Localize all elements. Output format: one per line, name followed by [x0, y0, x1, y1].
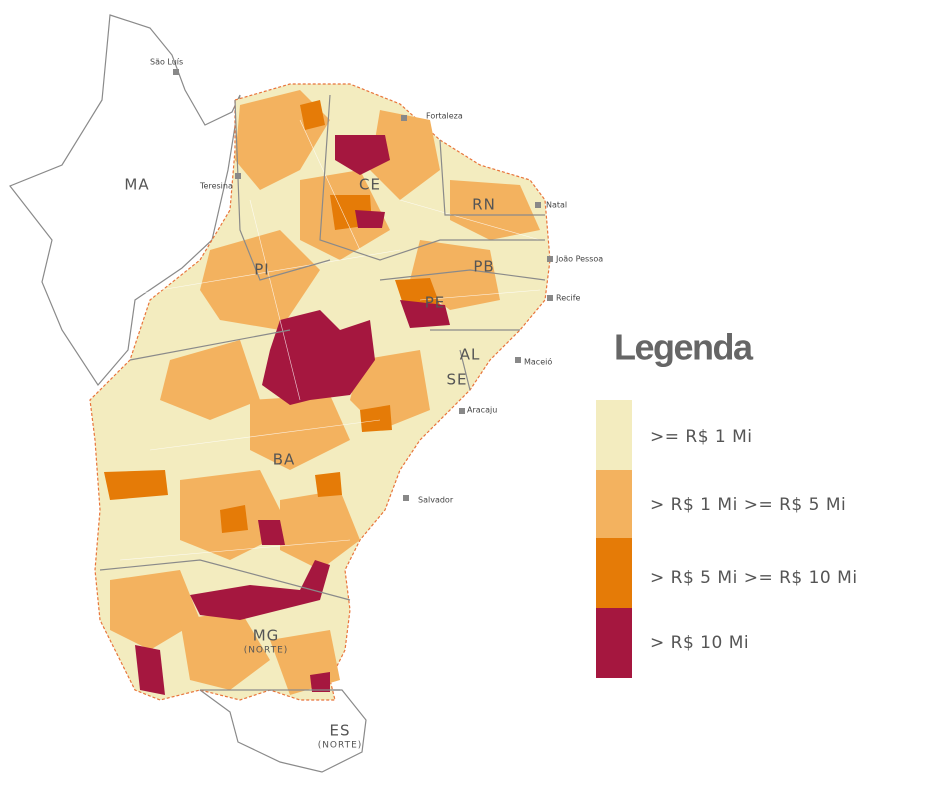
- legend-label: > R$ 5 Mi >= R$ 10 Mi: [650, 568, 858, 588]
- legend-swatch: [596, 470, 632, 538]
- state-borders: [99, 94, 546, 691]
- state-label: ES: [330, 722, 351, 740]
- state-label: MG: [253, 627, 280, 645]
- city-marker: [401, 115, 407, 121]
- state-label: MA: [124, 176, 149, 194]
- city-label: Maceió: [524, 357, 552, 367]
- state-label: PE: [425, 294, 446, 312]
- legend-label: > R$ 10 Mi: [650, 633, 749, 653]
- state-label: AL: [460, 346, 481, 364]
- city-label: João Pessoa: [555, 255, 603, 264]
- state-label: BA: [273, 451, 296, 469]
- region-south: [198, 689, 367, 773]
- legend-swatch: [596, 608, 632, 678]
- state-label: SE: [447, 371, 468, 389]
- city-label: São Luís: [150, 58, 183, 67]
- legend-label: >= R$ 1 Mi: [650, 427, 753, 447]
- state-label: RN: [472, 196, 496, 214]
- city-marker: [535, 202, 541, 208]
- city-marker: [173, 69, 179, 75]
- region-ma: [9, 14, 241, 386]
- city-marker: [515, 357, 521, 363]
- city-label: Fortaleza: [426, 112, 463, 121]
- city-label: Aracaju: [467, 406, 497, 415]
- city-marker: [547, 256, 553, 262]
- city-label: Natal: [546, 201, 567, 210]
- blobs-level-3: [135, 135, 450, 695]
- legend-swatch: [596, 538, 632, 608]
- legend-swatch: [596, 400, 632, 470]
- city-marker: [459, 408, 465, 414]
- state-sub-label: (NORTE): [318, 741, 363, 751]
- city-marker: [403, 495, 409, 501]
- city-label: Salvador: [418, 496, 454, 505]
- city-label: Recife: [556, 294, 581, 303]
- blobs-level-2: [104, 100, 440, 533]
- state-label: CE: [359, 176, 381, 194]
- city-label: Teresina: [199, 182, 233, 191]
- state-label: PI: [254, 261, 269, 279]
- state-label: PB: [473, 258, 494, 276]
- state-sub-label: (NORTE): [244, 646, 289, 656]
- legend-label: > R$ 1 Mi >= R$ 5 Mi: [650, 495, 846, 515]
- city-marker: [235, 173, 241, 179]
- city-marker: [547, 295, 553, 301]
- legend-title: Legenda: [614, 327, 754, 368]
